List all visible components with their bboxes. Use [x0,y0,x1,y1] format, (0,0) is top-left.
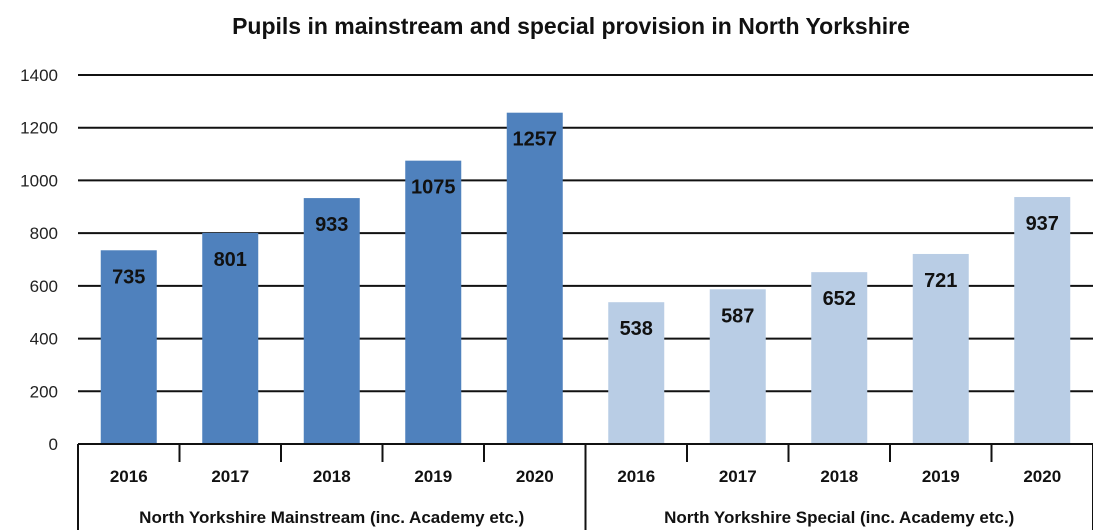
y-tick-label: 1200 [20,119,58,138]
data-label: 652 [823,288,856,310]
data-label: 587 [721,305,754,327]
x-group-label: North Yorkshire Special (inc. Academy et… [664,508,1014,527]
x-tick-label: 2020 [1023,467,1061,486]
data-label: 937 [1026,213,1059,235]
x-tick-label: 2016 [110,467,148,486]
chart-title: Pupils in mainstream and special provisi… [232,13,910,39]
bar-mainstream-2016 [100,250,157,444]
y-tick-label: 400 [30,330,58,349]
data-label: 538 [620,318,653,340]
data-label: 801 [214,249,247,271]
x-tick-label: 2016 [617,467,655,486]
x-tick-label: 2017 [211,467,249,486]
y-tick-label: 1000 [20,171,58,190]
bar-special-2017 [709,289,766,444]
x-tick-label: 2018 [820,467,858,486]
x-tick-label: 2020 [516,467,554,486]
data-label: 1075 [411,177,456,199]
x-axis: 2016 2017 2018 2019 2020 2016 2017 2018 2019 2020… [77,443,1093,530]
bar-mainstream-2020 [506,112,563,445]
x-group-label: North Yorkshire Mainstream (inc. Academy… [139,508,524,527]
bar-special-2020 [1014,197,1071,444]
bar-special-2016 [608,302,665,444]
x-tick-label: 2019 [414,467,452,486]
bars [100,112,1071,445]
data-label: 735 [112,266,145,288]
data-labels: 735 801 933 1075 1257 538 587 652 721 937 [112,129,1059,341]
x-tick-label: 2018 [313,467,351,486]
bar-mainstream-2018 [303,198,360,444]
x-tick-label: 2019 [922,467,960,486]
data-label: 1257 [513,129,558,151]
y-tick-label: 800 [30,224,58,243]
bar-mainstream-2017 [202,232,259,444]
y-tick-label: 1400 [20,66,58,85]
data-label: 933 [315,214,348,236]
bar-mainstream-2019 [405,160,462,445]
y-axis-ticks: 0 200 400 600 800 1000 1200 1400 [20,66,58,454]
bar-special-2019 [912,253,969,444]
y-tick-label: 200 [30,382,58,401]
x-tick-label: 2017 [719,467,757,486]
y-tick-label: 600 [30,277,58,296]
y-tick-label: 0 [49,435,58,454]
data-label: 721 [924,270,957,292]
bar-special-2018 [811,272,868,444]
